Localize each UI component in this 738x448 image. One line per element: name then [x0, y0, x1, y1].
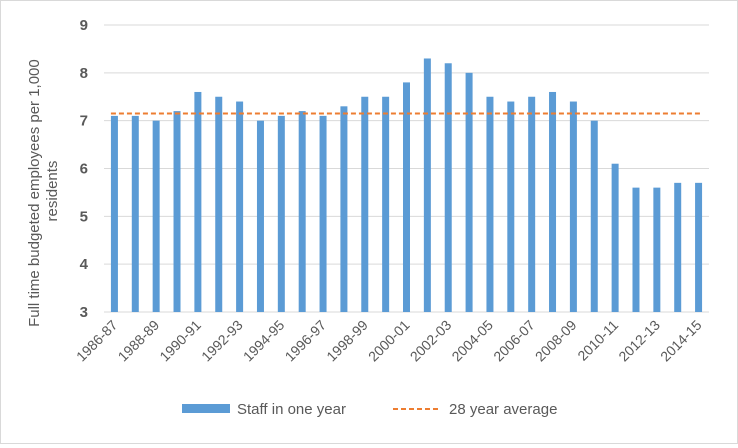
x-tick-label: 2006-07 [490, 317, 538, 365]
bar [590, 120, 598, 313]
x-tick-labels: 1986-871988-891990-911992-931994-951996-… [73, 317, 705, 365]
bar [611, 163, 619, 312]
y-axis-title: Full time budgeted employees per 1,000 r… [26, 55, 61, 327]
bar [507, 101, 515, 313]
bar [549, 91, 557, 312]
y-axis-title-line-1: Full time budgeted employees per 1,000 [26, 59, 43, 327]
legend-label-average: 28 year average [449, 401, 557, 418]
bar [361, 96, 369, 312]
y-tick-label: 8 [80, 65, 88, 82]
bar [423, 58, 431, 312]
bar [298, 111, 306, 312]
bar [403, 82, 410, 313]
bar [256, 120, 264, 313]
bar [173, 111, 181, 312]
bar [277, 115, 285, 312]
legend: Staff in one year 28 year average [182, 401, 557, 418]
x-tick-label: 2002-03 [407, 317, 455, 365]
y-axis-title-line-2: residents [44, 161, 61, 222]
bar [382, 96, 390, 312]
y-tick-label: 3 [80, 304, 88, 321]
bar [319, 115, 327, 312]
bar [131, 115, 139, 312]
bar [465, 72, 473, 312]
y-tick-label: 5 [80, 208, 88, 225]
bar [194, 91, 202, 312]
bar [444, 63, 452, 313]
x-tick-label: 1996-97 [282, 317, 330, 365]
bar [486, 96, 494, 312]
x-tick-label: 2000-01 [365, 317, 413, 365]
x-tick-label: 1992-93 [198, 317, 246, 365]
legend-label-bars: Staff in one year [237, 401, 346, 418]
x-tick-label: 2004-05 [448, 317, 496, 365]
bar [569, 101, 577, 313]
y-tick-label: 6 [80, 161, 88, 178]
bar-series [110, 58, 703, 313]
x-tick-label: 2008-09 [532, 317, 580, 365]
x-tick-label: 1988-89 [115, 317, 163, 365]
bar [215, 96, 223, 312]
x-tick-label: 2012-13 [615, 317, 663, 365]
bar [695, 182, 703, 312]
y-tick-label: 9 [80, 17, 88, 34]
bar [653, 187, 661, 312]
y-tick-label: 4 [80, 256, 89, 273]
x-tick-label: 2014-15 [657, 317, 705, 365]
x-tick-label: 2010-11 [574, 317, 621, 364]
y-tick-label: 7 [80, 113, 88, 130]
x-tick-label: 1990-91 [156, 317, 204, 365]
bar [236, 101, 244, 313]
bar [528, 96, 536, 312]
x-tick-label: 1998-99 [323, 317, 371, 365]
x-tick-label: 1986-87 [73, 317, 121, 365]
legend-swatch-bars [182, 404, 230, 413]
bar [340, 106, 348, 312]
bar [152, 120, 160, 313]
x-tick-label: 1994-95 [240, 317, 288, 365]
bar [110, 115, 118, 312]
bar [674, 182, 682, 312]
bar [632, 187, 640, 312]
y-tick-labels: 3 4 5 6 7 8 9 [80, 17, 89, 321]
